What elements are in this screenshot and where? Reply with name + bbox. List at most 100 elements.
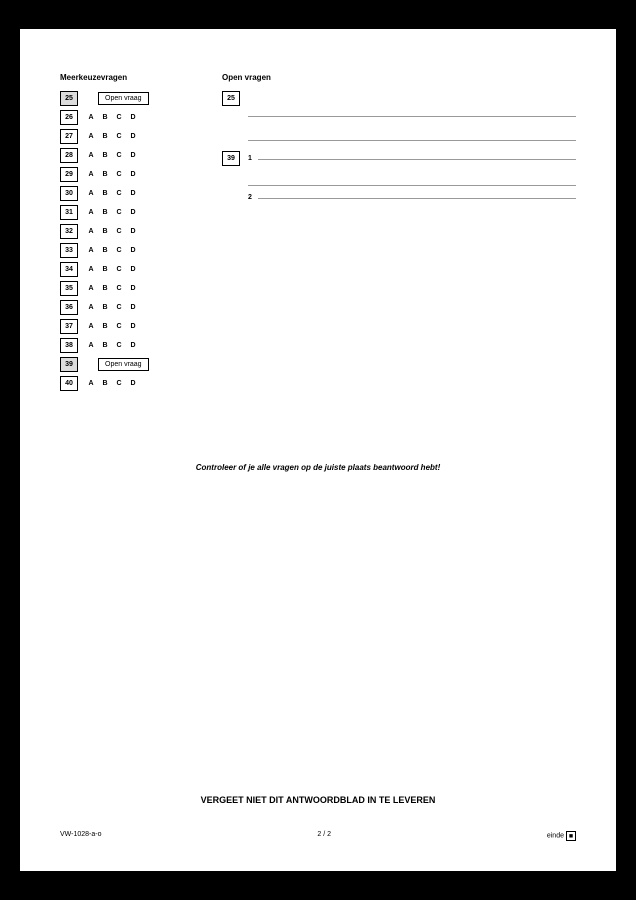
question-number: 40	[60, 376, 78, 391]
mc-option[interactable]: B	[100, 285, 110, 292]
question-number: 37	[60, 319, 78, 334]
mc-option[interactable]: D	[128, 342, 138, 349]
question-row: 38ABCD	[60, 336, 198, 355]
open-question-39: 39 1 2	[222, 151, 576, 201]
mc-column: Meerkeuzevragen 25Open vraag26ABCD27ABCD…	[60, 73, 198, 393]
mc-option[interactable]: D	[128, 304, 138, 311]
mc-option[interactable]: C	[114, 247, 124, 254]
mc-option[interactable]: D	[128, 171, 138, 178]
question-row: 34ABCD	[60, 260, 198, 279]
mc-option[interactable]: B	[100, 133, 110, 140]
question-row: 35 ABCD	[60, 279, 198, 298]
mc-option[interactable]: C	[114, 228, 124, 235]
question-number: 25	[60, 91, 78, 106]
mc-option[interactable]: C	[114, 114, 124, 121]
mc-option[interactable]: D	[128, 323, 138, 330]
mc-option[interactable]: C	[114, 190, 124, 197]
mc-option[interactable]: C	[114, 285, 124, 292]
mc-option[interactable]: D	[128, 152, 138, 159]
footer-left: VW-1028-a-o	[60, 831, 102, 841]
mc-option[interactable]: D	[128, 285, 138, 292]
mc-option[interactable]: A	[86, 323, 96, 330]
mc-option[interactable]: C	[114, 171, 124, 178]
mc-option[interactable]: C	[114, 342, 124, 349]
mc-option[interactable]: D	[128, 133, 138, 140]
end-icon: ■	[566, 831, 576, 841]
answer-line[interactable]	[248, 185, 576, 186]
mc-option[interactable]: A	[86, 190, 96, 197]
mc-option[interactable]: A	[86, 380, 96, 387]
mc-options: ABCD	[86, 285, 138, 292]
question-row: 26ABCD	[60, 108, 198, 127]
mc-options: ABCD	[86, 323, 138, 330]
answer-line[interactable]	[258, 198, 576, 199]
mc-options: ABCD	[86, 342, 138, 349]
mc-options: ABCD	[86, 133, 138, 140]
mc-option[interactable]: A	[86, 266, 96, 273]
mc-options: ABCD	[86, 152, 138, 159]
mc-option[interactable]: D	[128, 380, 138, 387]
mc-option[interactable]: B	[100, 209, 110, 216]
mc-option[interactable]: B	[100, 152, 110, 159]
mc-option[interactable]: A	[86, 228, 96, 235]
question-number: 33	[60, 243, 78, 258]
mc-option[interactable]: C	[114, 323, 124, 330]
mc-option[interactable]: C	[114, 152, 124, 159]
answer-line[interactable]	[248, 140, 576, 141]
mc-option[interactable]: B	[100, 114, 110, 121]
open-q-num: 39	[222, 151, 240, 166]
question-row: 25Open vraag	[60, 89, 198, 108]
mc-option[interactable]: A	[86, 114, 96, 121]
mc-option[interactable]: C	[114, 304, 124, 311]
mc-option[interactable]: D	[128, 228, 138, 235]
mc-options: ABCD	[86, 247, 138, 254]
mc-option[interactable]: D	[128, 114, 138, 121]
question-number: 36	[60, 300, 78, 315]
mc-option[interactable]: D	[128, 209, 138, 216]
mc-option[interactable]: B	[100, 323, 110, 330]
question-number: 35	[60, 281, 78, 296]
mc-option[interactable]: D	[128, 190, 138, 197]
open-column: Open vragen 25 39	[222, 73, 576, 393]
question-row: 33 ABCD	[60, 241, 198, 260]
mc-option[interactable]: A	[86, 247, 96, 254]
mc-option[interactable]: B	[100, 342, 110, 349]
answer-sheet-page: Meerkeuzevragen 25Open vraag26ABCD27ABCD…	[20, 29, 616, 871]
mc-option[interactable]: A	[86, 209, 96, 216]
question-number: 31	[60, 205, 78, 220]
footer-right: einde■	[547, 831, 576, 841]
open-q-prompt	[248, 93, 576, 105]
mc-option[interactable]: B	[100, 247, 110, 254]
open-q-subnum: 1	[248, 155, 252, 162]
mc-option[interactable]: A	[86, 285, 96, 292]
mc-option[interactable]: C	[114, 380, 124, 387]
footer-row: VW-1028-a-o 2 / 2 einde■	[60, 831, 576, 841]
mc-options: ABCD	[86, 190, 138, 197]
mc-option[interactable]: D	[128, 266, 138, 273]
mc-option[interactable]: B	[100, 171, 110, 178]
mc-option[interactable]: A	[86, 133, 96, 140]
question-number: 27	[60, 129, 78, 144]
mc-option[interactable]: A	[86, 304, 96, 311]
mc-options: ABCD	[86, 171, 138, 178]
mc-option[interactable]: C	[114, 133, 124, 140]
mc-option[interactable]: B	[100, 228, 110, 235]
mc-option[interactable]: A	[86, 171, 96, 178]
mc-options: ABCD	[86, 266, 138, 273]
question-number: 28	[60, 148, 78, 163]
mc-option[interactable]: B	[100, 266, 110, 273]
reminder-text: Controleer of je alle vragen op de juist…	[60, 463, 576, 472]
question-row: 40 ABCD	[60, 374, 198, 393]
mc-option[interactable]: B	[100, 304, 110, 311]
mc-option[interactable]: C	[114, 209, 124, 216]
mc-option[interactable]: B	[100, 190, 110, 197]
open-q-subnum2: 2	[248, 194, 252, 201]
answer-line[interactable]	[258, 159, 576, 160]
content-columns: Meerkeuzevragen 25Open vraag26ABCD27ABCD…	[60, 73, 576, 393]
mc-option[interactable]: A	[86, 152, 96, 159]
open-question-25: 25	[222, 91, 576, 141]
mc-option[interactable]: C	[114, 266, 124, 273]
mc-option[interactable]: A	[86, 342, 96, 349]
mc-option[interactable]: B	[100, 380, 110, 387]
mc-option[interactable]: D	[128, 247, 138, 254]
